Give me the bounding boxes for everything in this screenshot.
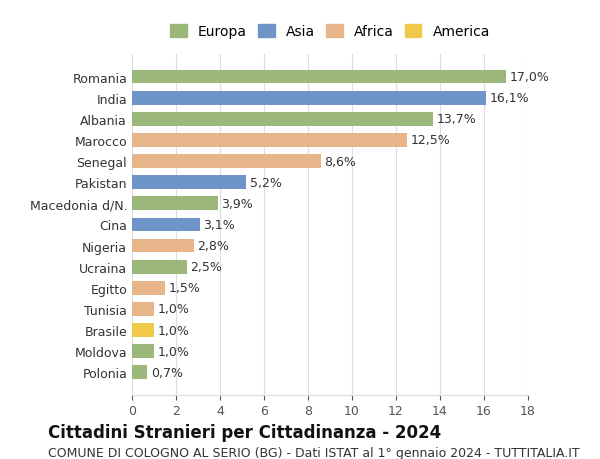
- Text: Cittadini Stranieri per Cittadinanza - 2024: Cittadini Stranieri per Cittadinanza - 2…: [48, 423, 441, 441]
- Text: 16,1%: 16,1%: [490, 92, 529, 105]
- Text: 2,5%: 2,5%: [190, 261, 222, 274]
- Bar: [132, 324, 154, 337]
- Text: 0,7%: 0,7%: [151, 366, 182, 379]
- Bar: [132, 197, 218, 211]
- Bar: [132, 112, 433, 126]
- Text: 13,7%: 13,7%: [437, 113, 476, 126]
- Text: 5,2%: 5,2%: [250, 176, 281, 189]
- Bar: [132, 345, 154, 358]
- Bar: [132, 71, 506, 84]
- Bar: [132, 366, 148, 379]
- Text: 17,0%: 17,0%: [509, 71, 549, 84]
- Bar: [132, 176, 247, 190]
- Bar: [132, 239, 194, 253]
- Text: 1,5%: 1,5%: [168, 282, 200, 295]
- Bar: [132, 134, 407, 147]
- Text: 1,0%: 1,0%: [157, 324, 189, 337]
- Bar: [132, 281, 165, 295]
- Text: 2,8%: 2,8%: [197, 240, 229, 252]
- Bar: [132, 155, 321, 168]
- Text: 8,6%: 8,6%: [325, 155, 356, 168]
- Text: 3,9%: 3,9%: [221, 197, 253, 210]
- Text: 12,5%: 12,5%: [410, 134, 450, 147]
- Text: 1,0%: 1,0%: [157, 303, 189, 316]
- Text: 1,0%: 1,0%: [157, 345, 189, 358]
- Bar: [132, 302, 154, 316]
- Bar: [132, 218, 200, 232]
- Bar: [132, 260, 187, 274]
- Bar: [132, 92, 486, 105]
- Text: 3,1%: 3,1%: [203, 218, 235, 231]
- Legend: Europa, Asia, Africa, America: Europa, Asia, Africa, America: [166, 21, 494, 44]
- Text: COMUNE DI COLOGNO AL SERIO (BG) - Dati ISTAT al 1° gennaio 2024 - TUTTITALIA.IT: COMUNE DI COLOGNO AL SERIO (BG) - Dati I…: [48, 446, 580, 459]
